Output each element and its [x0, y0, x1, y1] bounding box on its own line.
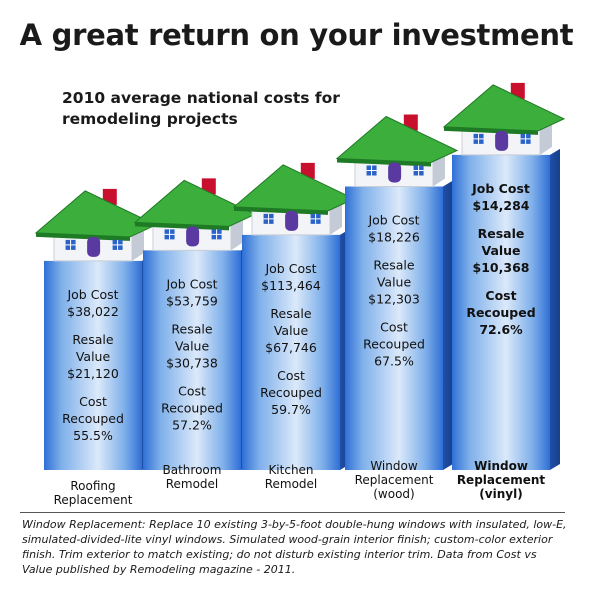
bar-side: [550, 148, 560, 470]
window-icon: [211, 229, 222, 240]
stat-label-resale: Value: [481, 243, 520, 258]
category-label: Replacement: [355, 473, 434, 487]
category-label: (wood): [373, 487, 414, 501]
stat-label-recouped: Cost: [485, 288, 516, 303]
bar-group: Job Cost $18,226 Resale Value $12,303 Cost Rec…: [335, 114, 459, 501]
roof-icon: [442, 84, 566, 132]
footnote: Window Replacement: Replace 10 existing …: [22, 518, 567, 576]
bar: [242, 234, 340, 470]
window-icon: [366, 165, 377, 176]
bar: [143, 250, 241, 470]
roof-icon: [34, 190, 158, 238]
category-label: Window: [474, 459, 528, 473]
stat-label-recouped: Cost: [277, 368, 305, 383]
stat-label-resale: Value: [175, 338, 210, 353]
stat-value-job-cost: $38,022: [67, 304, 119, 319]
house-icon: [133, 178, 257, 251]
stat-label-job-cost: Job Cost: [66, 287, 118, 302]
stat-label-resale: Value: [76, 349, 111, 364]
stat-value-job-cost: $53,759: [166, 293, 218, 308]
roof-icon: [335, 115, 459, 164]
roof-icon: [232, 164, 356, 212]
category-label: Remodel: [166, 477, 219, 491]
stat-label-resale: Resale: [270, 306, 311, 321]
bar-group: Job Cost $113,464 Resale Value $67,746 Cost Re…: [232, 162, 356, 491]
stat-value-recouped: 67.5%: [374, 354, 414, 369]
window-icon: [112, 239, 123, 250]
stat-label-recouped: Recouped: [161, 400, 223, 415]
subtitle-line: 2010 average national costs for: [62, 89, 340, 107]
window-icon: [263, 213, 274, 224]
door-icon: [87, 236, 101, 257]
door-icon: [388, 162, 402, 183]
bar-group: Job Cost $53,759 Resale Value $30,738 Cost Rec…: [133, 178, 257, 491]
bar-side: [443, 180, 453, 470]
window-icon: [520, 133, 531, 144]
stat-label-recouped: Cost: [380, 320, 408, 335]
stat-label-resale: Resale: [171, 321, 212, 336]
stat-value-recouped: 55.5%: [73, 428, 113, 443]
window-icon: [164, 229, 175, 240]
house-icon: [442, 82, 566, 156]
category-label: Replacement: [54, 493, 133, 507]
bar-group: Job Cost $14,284 Resale Value $10,368 Cost Rec…: [442, 82, 566, 501]
stat-value-resale: $10,368: [473, 260, 530, 275]
stat-label-resale: Resale: [478, 226, 525, 241]
window-icon: [310, 213, 321, 224]
chart-title: A great return on your investment: [19, 18, 574, 52]
category-label: Replacement: [457, 473, 546, 487]
door-icon: [186, 226, 200, 247]
stat-label-resale: Resale: [373, 258, 414, 273]
subtitle-line: remodeling projects: [62, 110, 238, 128]
bar-chart: Job Cost $38,022 Resale Value $21,120 Cost Rec…: [34, 82, 566, 507]
category-label: Bathroom: [163, 463, 222, 477]
stat-label-recouped: Recouped: [62, 411, 124, 426]
stat-label-job-cost: Job Cost: [367, 213, 419, 228]
window-icon: [473, 133, 484, 144]
window-icon: [413, 165, 424, 176]
category-label: Kitchen: [268, 463, 313, 477]
stat-label-job-cost: Job Cost: [165, 276, 217, 291]
stat-label-job-cost: Job Cost: [264, 261, 316, 276]
category-label: Roofing: [70, 479, 115, 493]
bar-group: Job Cost $38,022 Resale Value $21,120 Cost Rec…: [34, 188, 158, 507]
stat-value-recouped: 72.6%: [479, 322, 523, 337]
stat-value-resale: $30,738: [166, 355, 218, 370]
stat-label-resale: Value: [274, 323, 309, 338]
bar: [452, 154, 550, 470]
stat-label-recouped: Cost: [79, 394, 107, 409]
bar: [345, 186, 443, 470]
category-label: (vinyl): [479, 487, 522, 501]
house-icon: [335, 114, 459, 187]
category-label: Window: [370, 459, 418, 473]
stat-value-recouped: 59.7%: [271, 402, 311, 417]
chart-subtitle: 2010 average national costs for remodeli…: [62, 88, 362, 130]
stat-value-recouped: 57.2%: [172, 417, 212, 432]
stat-value-resale: $12,303: [368, 292, 420, 307]
house-icon: [232, 162, 356, 236]
roof-icon: [133, 179, 257, 227]
divider: [20, 512, 565, 513]
stat-value-job-cost: $18,226: [368, 230, 420, 245]
category-label: Remodel: [265, 477, 318, 491]
stat-label-recouped: Cost: [178, 383, 206, 398]
stat-label-recouped: Recouped: [363, 337, 425, 352]
house-icon: [34, 188, 158, 262]
stat-label-recouped: Recouped: [260, 385, 322, 400]
stat-value-resale: $21,120: [67, 366, 119, 381]
door-icon: [495, 130, 509, 151]
stat-value-job-cost: $113,464: [261, 278, 321, 293]
stat-label-recouped: Recouped: [466, 305, 535, 320]
window-icon: [65, 239, 76, 250]
stat-label-job-cost: Job Cost: [471, 181, 530, 196]
bar: [44, 260, 142, 470]
stat-label-resale: Value: [377, 275, 412, 290]
door-icon: [285, 210, 299, 231]
stat-value-job-cost: $14,284: [473, 198, 530, 213]
stat-label-resale: Resale: [72, 332, 113, 347]
stat-value-resale: $67,746: [265, 340, 317, 355]
